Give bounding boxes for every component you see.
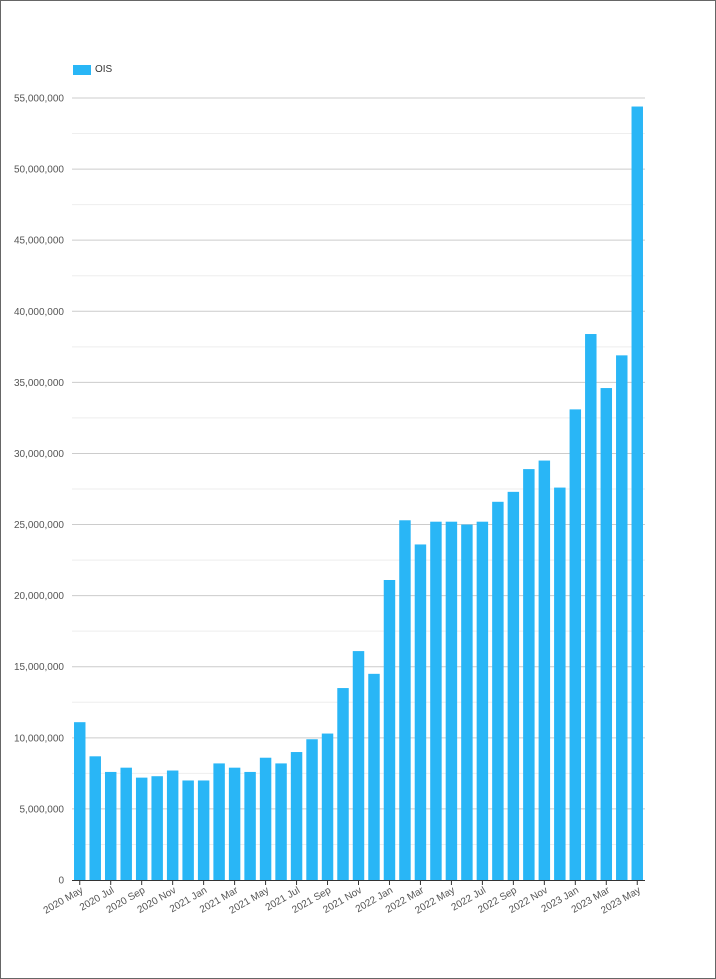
legend-label-ois: OIS <box>95 64 113 75</box>
y-tick-label: 45,000,000 <box>14 236 64 247</box>
bar-2022-dec[interactable] <box>554 487 566 880</box>
bar-2022-aug[interactable] <box>492 501 504 880</box>
bar-2022-apr[interactable] <box>430 521 442 880</box>
bar-2021-dec[interactable] <box>368 673 380 880</box>
y-tick-label: 55,000,000 <box>14 94 64 105</box>
bar-2022-jul[interactable] <box>476 521 489 880</box>
bar-2022-jun[interactable] <box>461 524 473 880</box>
bar-2022-may[interactable] <box>445 521 458 880</box>
y-tick-label: 10,000,000 <box>14 733 64 744</box>
bar-2020-jun[interactable] <box>89 756 101 880</box>
y-tick-label: 20,000,000 <box>14 591 64 602</box>
bar-2022-nov[interactable] <box>538 460 551 880</box>
bars <box>72 106 645 881</box>
y-tick-label: 40,000,000 <box>14 307 64 318</box>
y-tick-label: 5,000,000 <box>20 804 65 815</box>
bar-2021-jan[interactable] <box>197 780 210 880</box>
bar-2020-dec[interactable] <box>182 780 194 880</box>
bar-2020-sep[interactable] <box>135 777 148 880</box>
legend-swatch-ois <box>73 64 91 75</box>
y-tick-label: 35,000,000 <box>14 378 64 389</box>
bar-2023-jan[interactable] <box>569 409 582 880</box>
bar-2022-oct[interactable] <box>523 469 535 880</box>
bar-2020-aug[interactable] <box>120 767 132 880</box>
bar-2021-aug[interactable] <box>306 739 318 880</box>
bar-2021-jun[interactable] <box>275 763 287 880</box>
y-tick-label: 0 <box>58 876 64 887</box>
bar-2020-jul[interactable] <box>104 771 117 880</box>
bar-2023-may[interactable] <box>631 106 643 881</box>
bar-2022-jan[interactable] <box>383 579 396 880</box>
legend[interactable]: OIS <box>73 64 112 75</box>
y-tick-label: 25,000,000 <box>14 520 64 531</box>
bar-2022-sep[interactable] <box>507 491 520 880</box>
y-tick-label: 15,000,000 <box>14 662 64 673</box>
bar-2023-apr[interactable] <box>616 355 628 880</box>
bar-2021-may[interactable] <box>259 757 272 880</box>
bar-2020-nov[interactable] <box>166 770 179 880</box>
y-tick-label: 50,000,000 <box>14 165 64 176</box>
bar-2021-apr[interactable] <box>244 771 256 880</box>
bar-2020-oct[interactable] <box>151 776 163 880</box>
bar-2021-sep[interactable] <box>321 733 334 880</box>
bar-2021-oct[interactable] <box>337 688 349 880</box>
bar-2023-mar[interactable] <box>600 388 613 880</box>
bar-2021-mar[interactable] <box>228 767 241 880</box>
bar-2021-feb[interactable] <box>213 763 225 880</box>
bar-2023-feb[interactable] <box>585 334 597 880</box>
bar-2022-mar[interactable] <box>414 544 427 880</box>
y-axis-ticks: 0 5,000,000 10,000,000 15,000,000 20,000,000… <box>14 94 65 887</box>
x-tick-label: 2020 May <box>42 885 86 916</box>
bar-2021-nov[interactable] <box>352 651 365 880</box>
y-tick-label: 30,000,000 <box>14 449 64 460</box>
bar-2020-may[interactable] <box>74 722 86 880</box>
bar-2022-feb[interactable] <box>399 520 411 880</box>
bar-2021-jul[interactable] <box>290 752 303 880</box>
